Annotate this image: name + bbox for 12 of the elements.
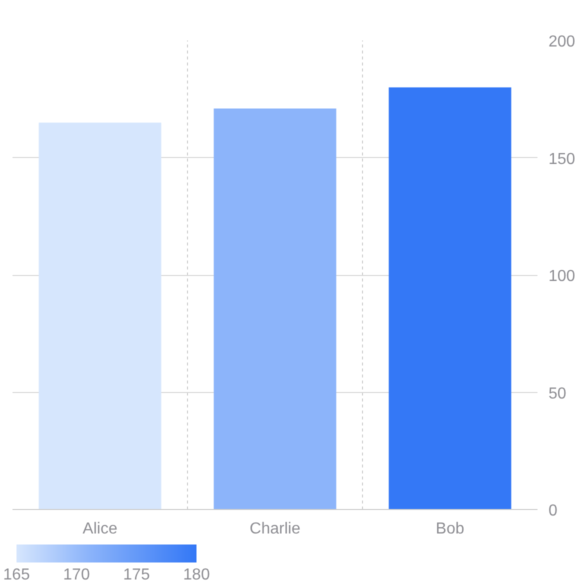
y-tick-label: 0 — [548, 502, 558, 520]
y-tick-label: 150 — [548, 150, 576, 168]
x-tick-label: Alice — [82, 520, 118, 538]
color-bar-label: 170 — [63, 566, 90, 584]
y-tick-label: 50 — [548, 385, 566, 402]
y-tick-label: 100 — [548, 268, 576, 285]
color-bar-label: 175 — [123, 566, 150, 584]
x-tick-label: Bob — [436, 520, 464, 538]
color-bar-label: 180 — [183, 566, 210, 584]
y-tick-label: 200 — [548, 34, 576, 50]
color-bar-label: 165 — [3, 566, 30, 584]
x-tick-label: Charlie — [250, 520, 300, 538]
